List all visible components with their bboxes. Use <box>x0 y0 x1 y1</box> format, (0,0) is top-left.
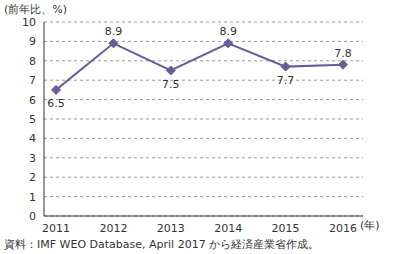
html-text:資料：IMF WEO Database, April 201: 資料：IMF WEO Database, April 2017 から経済産業省作… <box>4 238 320 251</box>
html-text:(前年比、%): (前年比、%) <box>4 3 67 16</box>
svg-text:7.5: 7.5 <box>162 78 180 91</box>
svg-text:2015: 2015 <box>272 222 300 235</box>
svg-text:3: 3 <box>29 152 36 165</box>
html-text:(年): (年) <box>360 219 380 232</box>
svg-text:2013: 2013 <box>157 222 185 235</box>
svg-text:7.7: 7.7 <box>277 74 295 87</box>
svg-text:2: 2 <box>29 171 36 184</box>
svg-text:7.8: 7.8 <box>334 47 352 60</box>
svg-text:1: 1 <box>29 191 36 204</box>
svg-text:2016: 2016 <box>329 222 357 235</box>
svg-text:2012: 2012 <box>99 222 127 235</box>
svg-text:10: 10 <box>22 16 36 29</box>
svg-text:8.9: 8.9 <box>105 25 123 38</box>
svg-text:8.9: 8.9 <box>219 25 237 38</box>
svg-text:2011: 2011 <box>42 222 70 235</box>
svg-text:6: 6 <box>29 94 36 107</box>
svg-text:7: 7 <box>29 74 36 87</box>
svg-text:8: 8 <box>29 55 36 68</box>
svg-text:9: 9 <box>29 35 36 48</box>
svg-text:2014: 2014 <box>214 222 242 235</box>
svg-text:6.5: 6.5 <box>47 97 65 110</box>
svg-text:5: 5 <box>29 113 36 126</box>
svg-text:4: 4 <box>29 132 36 145</box>
svg-text:0: 0 <box>29 210 36 223</box>
